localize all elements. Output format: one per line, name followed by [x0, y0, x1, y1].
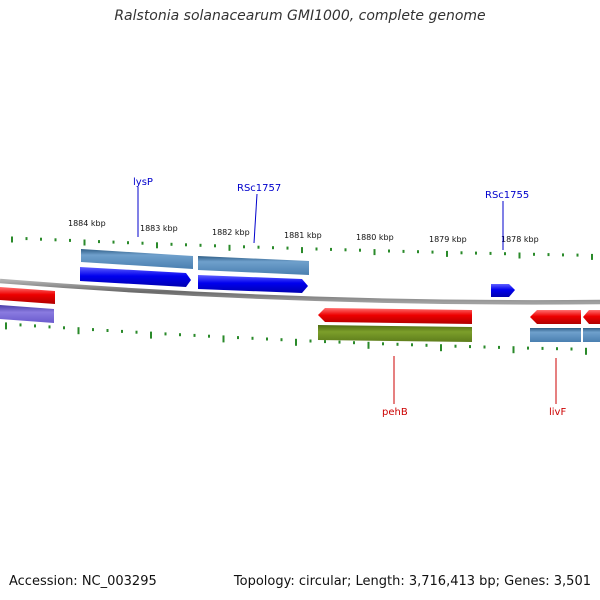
cds-RSc1757-arrow[interactable] — [198, 275, 308, 293]
cds-pehB-arrow[interactable] — [318, 308, 472, 324]
gene-label-RSc1755[interactable]: RSc1755 — [485, 190, 529, 201]
gene-livF-bar[interactable] — [530, 328, 581, 342]
scale-label-1883: 1883 kbp — [140, 224, 178, 233]
cds-livF-arrow[interactable] — [530, 310, 581, 324]
scale-label-1879: 1879 kbp — [429, 235, 467, 244]
scale-label-1884: 1884 kbp — [68, 219, 106, 228]
gene-left-edge-bar[interactable] — [0, 305, 54, 323]
cds-right-edge-arrow[interactable] — [583, 310, 600, 324]
gene-label-lysP[interactable]: lysP — [133, 177, 153, 188]
genome-backbone — [0, 278, 600, 305]
map-title: Ralstonia solanacearum GMI1000, complete… — [114, 8, 486, 24]
cds-left-edge-arrow[interactable] — [0, 287, 55, 304]
gene-RSc1757-bar[interactable] — [198, 256, 309, 275]
gene-lysP-bar[interactable] — [81, 249, 193, 269]
gene-label-RSc1757[interactable]: RSc1757 — [237, 183, 281, 194]
inner-scale-ticks — [5, 322, 587, 355]
gene-label-pehB[interactable]: pehB — [382, 407, 408, 418]
cds-RSc1755-arrow[interactable] — [491, 284, 515, 297]
gene-right-edge-bar[interactable] — [583, 328, 600, 342]
accession-text: Accession: NC_003295 — [9, 574, 157, 589]
scale-label-1882: 1882 kbp — [212, 228, 250, 237]
gene-label-livF[interactable]: livF — [549, 407, 566, 418]
genome-summary-text: Topology: circular; Length: 3,716,413 bp… — [233, 574, 591, 589]
scale-label-1881: 1881 kbp — [284, 231, 322, 240]
scale-label-1880: 1880 kbp — [356, 233, 394, 242]
gene-pehB-bar[interactable] — [318, 325, 472, 342]
cds-lysP-arrow[interactable] — [80, 267, 191, 287]
scale-label-1878: 1878 kbp — [501, 235, 539, 244]
outer-scale-ticks — [11, 236, 593, 260]
RSc1757-connector — [253, 193, 258, 244]
